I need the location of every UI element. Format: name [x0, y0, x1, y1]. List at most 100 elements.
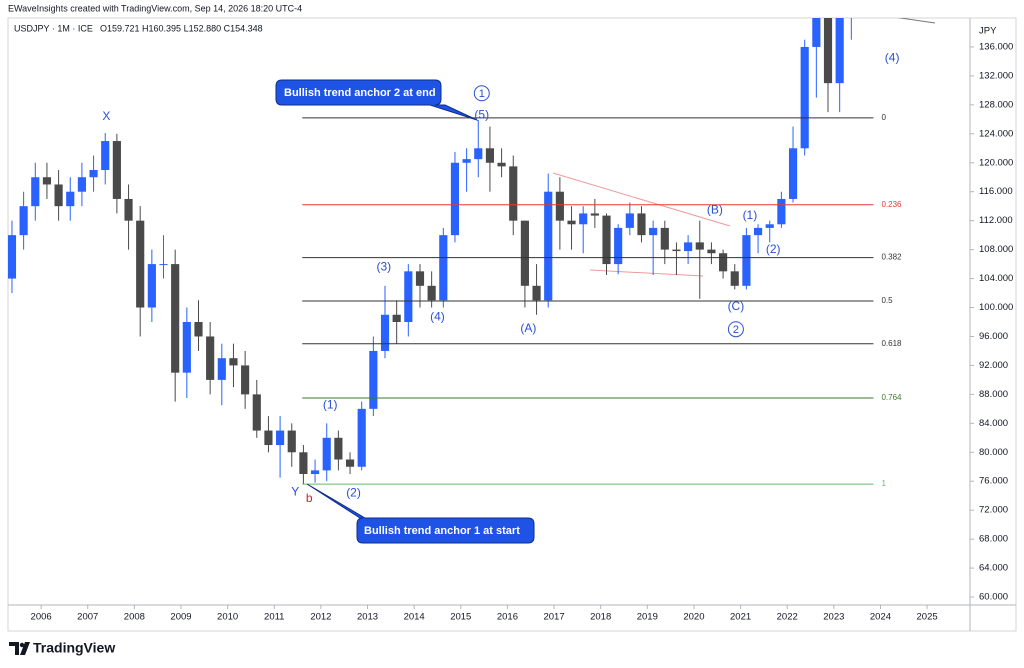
wave-circle	[473, 85, 490, 102]
y-tick-label: 92.000	[979, 360, 1008, 371]
callout-2: Bullish trend anchor 2 at end	[275, 79, 478, 121]
callout-box	[275, 79, 478, 121]
candle-body	[8, 235, 17, 279]
wave-label: 2	[733, 324, 739, 336]
fib-label: 0	[881, 113, 886, 122]
x-tick-label: 2012	[310, 612, 331, 623]
y-tick-label: 88.000	[979, 389, 1008, 400]
candle-body	[42, 177, 52, 185]
wave-label: (A)	[520, 321, 536, 335]
candle-body	[77, 177, 86, 192]
callout-text: Bullish trend anchor 2 at end	[284, 87, 436, 99]
candle-body	[19, 206, 28, 236]
candle-body	[590, 213, 599, 216]
candle-body	[637, 213, 646, 236]
x-tick-label: 2006	[31, 612, 52, 623]
x-tick-label: 2025	[917, 612, 938, 623]
y-tick-label: 64.000	[979, 563, 1008, 574]
logo-dot	[19, 642, 25, 648]
candle-body	[742, 235, 751, 286]
candle-body	[124, 198, 133, 221]
candle-body	[66, 191, 75, 207]
candle-body	[765, 224, 774, 228]
fib-label: 0.382	[881, 253, 902, 262]
callout-box	[306, 483, 535, 544]
y-tick-label: 60.000	[979, 592, 1008, 603]
candle-body	[206, 336, 215, 380]
candle-body	[520, 220, 529, 286]
x-tick-label: 2013	[357, 612, 378, 623]
candle-body	[439, 235, 448, 301]
x-tick-label: 2021	[730, 612, 751, 623]
candle-body	[229, 358, 238, 366]
candle-body	[217, 358, 226, 380]
wave-label: (5)	[474, 107, 489, 121]
wave-circle	[727, 321, 744, 338]
fib-label: 0.5	[881, 296, 893, 305]
candle-body	[241, 365, 250, 395]
callout-1: Bullish trend anchor 1 at start	[306, 483, 535, 544]
candle-body	[602, 215, 611, 265]
candle-body	[334, 437, 343, 460]
drawings	[8, 18, 936, 485]
wave-label: Y	[291, 485, 299, 499]
candle-body	[194, 321, 203, 337]
y-tick-label: 68.000	[979, 534, 1008, 545]
y-tick-label: 108.000	[979, 244, 1013, 255]
candle-body	[509, 166, 518, 221]
brand-logo	[9, 642, 30, 655]
x-tick-label: 2016	[497, 612, 518, 623]
x-tick-label: 2007	[77, 612, 98, 623]
y-tick-label: 128.000	[979, 99, 1013, 110]
y-tick-label: 124.000	[979, 128, 1013, 139]
credit: EWaveInsights created with TradingView.c…	[8, 3, 302, 13]
wave-label: (1)	[743, 208, 758, 222]
candle-body	[614, 227, 623, 265]
candle-body	[485, 148, 495, 163]
candle-body	[357, 408, 366, 467]
candle-body	[823, 18, 833, 84]
candle-body	[147, 264, 156, 308]
x-tick-label: 2023	[823, 612, 844, 623]
candle-body	[812, 18, 821, 47]
y-tick-label: 132.000	[979, 70, 1013, 81]
y-tick-label: 112.000	[979, 215, 1013, 226]
x-tick-label: 2011	[264, 612, 284, 623]
candle-body	[730, 271, 739, 286]
candle-body	[497, 162, 506, 167]
candle-body	[777, 198, 786, 225]
candle-body	[310, 470, 320, 474]
wave-label: X	[102, 109, 110, 123]
candle-body	[649, 227, 658, 236]
frame	[7, 17, 1017, 632]
fib-label: 0.236	[881, 200, 902, 209]
x-tick-label: 2017	[543, 612, 564, 623]
candle-body	[462, 159, 471, 163]
candle-body	[287, 430, 296, 453]
wave-label: (2)	[346, 485, 361, 499]
candle-body	[835, 18, 844, 84]
candle-body	[707, 249, 716, 254]
y-tick-label: 72.000	[979, 505, 1008, 516]
candle-body	[276, 430, 285, 446]
x-tick-label: 2009	[170, 612, 191, 623]
wave-label: (C)	[728, 299, 745, 313]
x-tick-label: 2010	[217, 612, 238, 623]
candle-body	[672, 249, 681, 252]
candle-body	[112, 141, 121, 199]
wave-label: (3)	[377, 259, 392, 273]
y-tick-label: 136.000	[979, 41, 1013, 52]
candle-body	[567, 220, 576, 225]
candle-body	[753, 227, 763, 236]
candle-body	[427, 285, 436, 301]
callout-text: Bullish trend anchor 1 at start	[364, 525, 520, 537]
y-tick-label: 120.000	[979, 157, 1013, 168]
wave-label: (4)	[430, 309, 445, 323]
candle-body	[474, 148, 483, 160]
trend-line	[897, 18, 936, 24]
candle-body	[625, 213, 634, 228]
wave-label: (4)	[885, 50, 900, 64]
candle-body	[159, 264, 168, 266]
candle-body	[555, 191, 564, 221]
